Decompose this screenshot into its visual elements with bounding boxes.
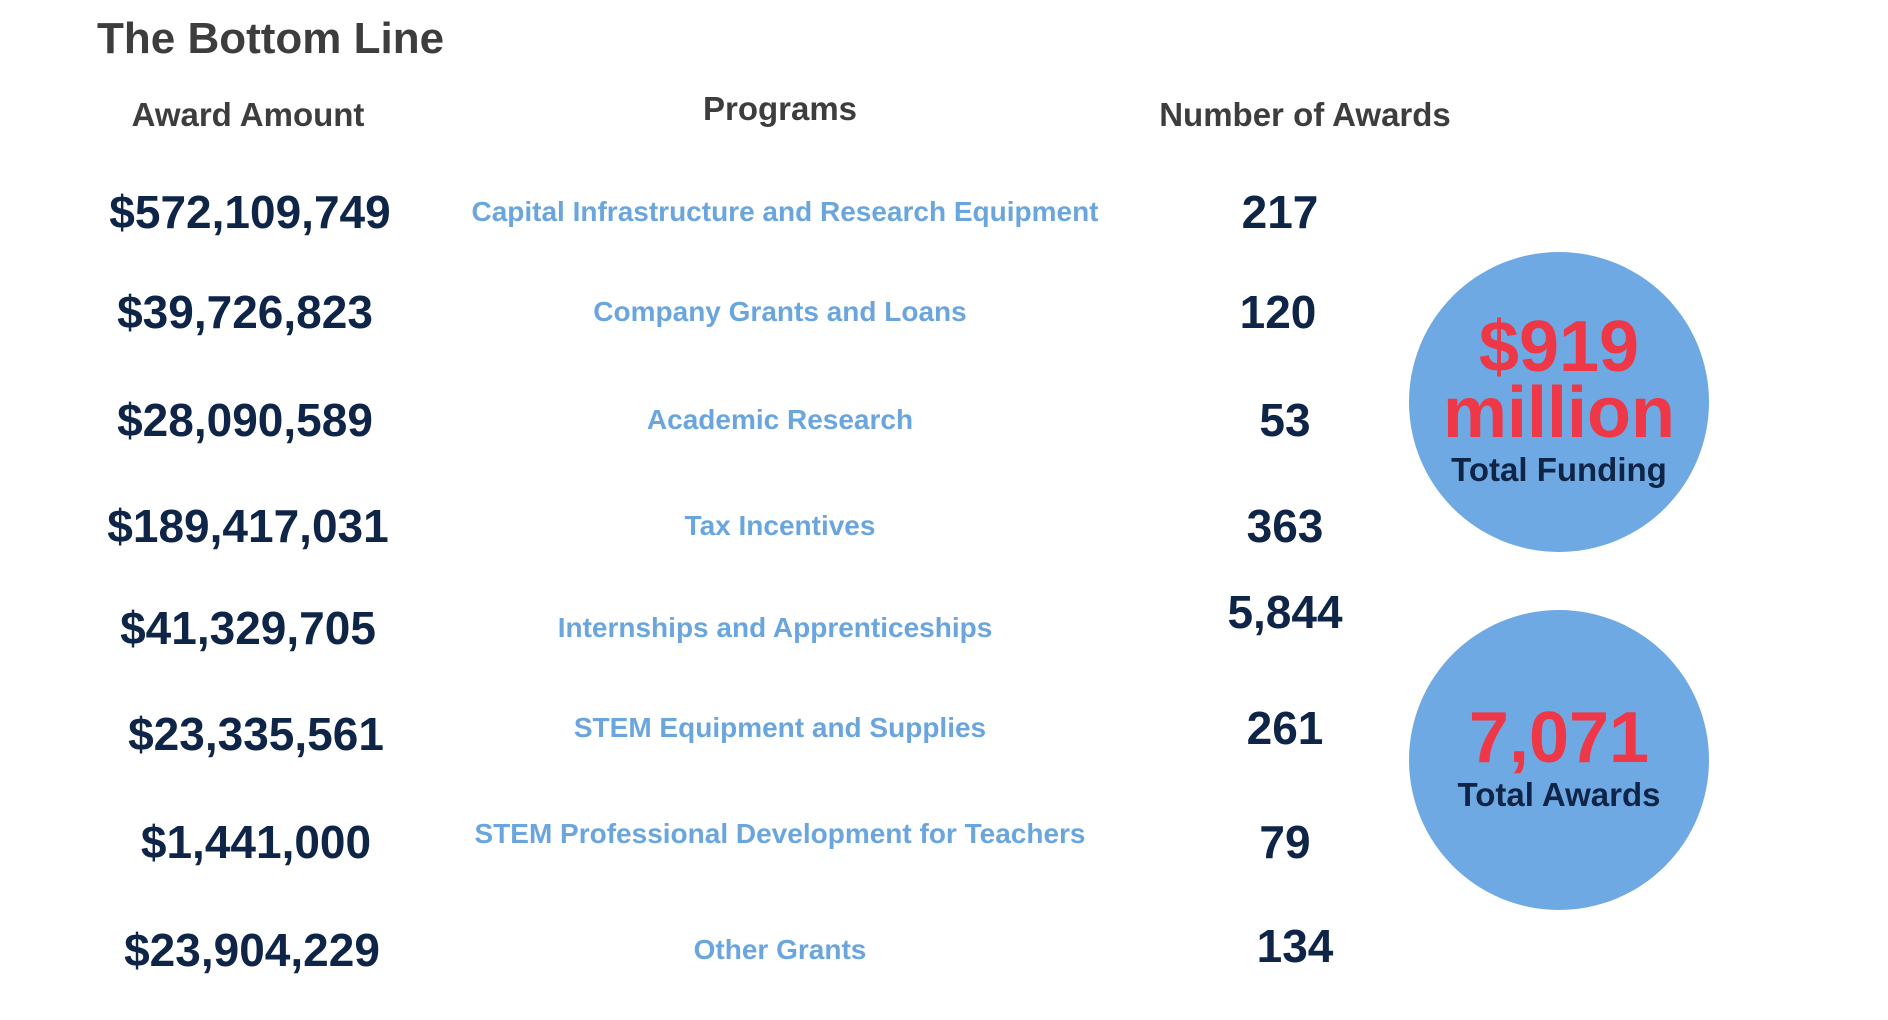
award-amount: $23,904,229 <box>124 924 380 976</box>
total-awards-label: Total Awards <box>1457 776 1661 813</box>
award-amount: $28,090,589 <box>117 394 373 446</box>
table-row: $39,726,823 Company Grants and Loans 120 <box>0 282 1888 342</box>
total-funding-unit: million <box>1443 373 1675 453</box>
award-count: 79 <box>1259 816 1311 868</box>
page-title: The Bottom Line <box>97 14 445 63</box>
award-amount: $23,335,561 <box>128 708 384 760</box>
award-count: 5,844 <box>1227 586 1343 638</box>
column-header-programs: Programs <box>702 90 858 127</box>
total-awards-circle: 7,071 Total Awards <box>1409 610 1709 910</box>
award-amount: $39,726,823 <box>117 286 373 338</box>
column-header-award-amount: Award Amount <box>131 96 365 133</box>
award-count: 53 <box>1259 394 1311 446</box>
award-count: 120 <box>1239 286 1317 338</box>
total-awards-value: 7,071 <box>1468 698 1650 778</box>
program-name: Tax Incentives <box>684 510 876 541</box>
award-count: 363 <box>1246 500 1324 552</box>
award-amount: $41,329,705 <box>120 602 376 654</box>
table-row: $572,109,749 Capital Infrastructure and … <box>0 182 1888 242</box>
award-count: 134 <box>1256 920 1334 972</box>
program-name: Other Grants <box>693 934 867 965</box>
award-amount: $572,109,749 <box>109 186 391 238</box>
total-funding-circle: $919 million Total Funding <box>1409 252 1709 552</box>
program-name: STEM Equipment and Supplies <box>573 712 987 743</box>
total-funding-label: Total Funding <box>1451 451 1667 488</box>
program-name: Company Grants and Loans <box>593 296 967 327</box>
column-header-number-of-awards: Number of Awards <box>1159 96 1451 133</box>
program-name: STEM Professional Development for Teache… <box>474 818 1086 849</box>
table-row: $23,335,561 STEM Equipment and Supplies … <box>0 702 1888 764</box>
total-funding-value: $919 <box>1478 307 1640 387</box>
table-row: $41,329,705 Internships and Apprenticesh… <box>0 586 1888 658</box>
table-row: $189,417,031 Tax Incentives 363 <box>0 496 1888 556</box>
award-count: 217 <box>1241 186 1319 238</box>
table-row: $28,090,589 Academic Research 53 <box>0 390 1888 450</box>
award-amount: $1,441,000 <box>140 816 372 868</box>
program-name: Internships and Apprenticeships <box>557 612 993 643</box>
table-row: $23,904,229 Other Grants 134 <box>0 920 1888 980</box>
table-row: $1,441,000 STEM Professional Development… <box>0 812 1888 872</box>
award-amount: $189,417,031 <box>107 500 389 552</box>
award-count: 261 <box>1246 702 1324 754</box>
program-name: Academic Research <box>646 404 914 435</box>
program-name: Capital Infrastructure and Research Equi… <box>471 196 1099 227</box>
